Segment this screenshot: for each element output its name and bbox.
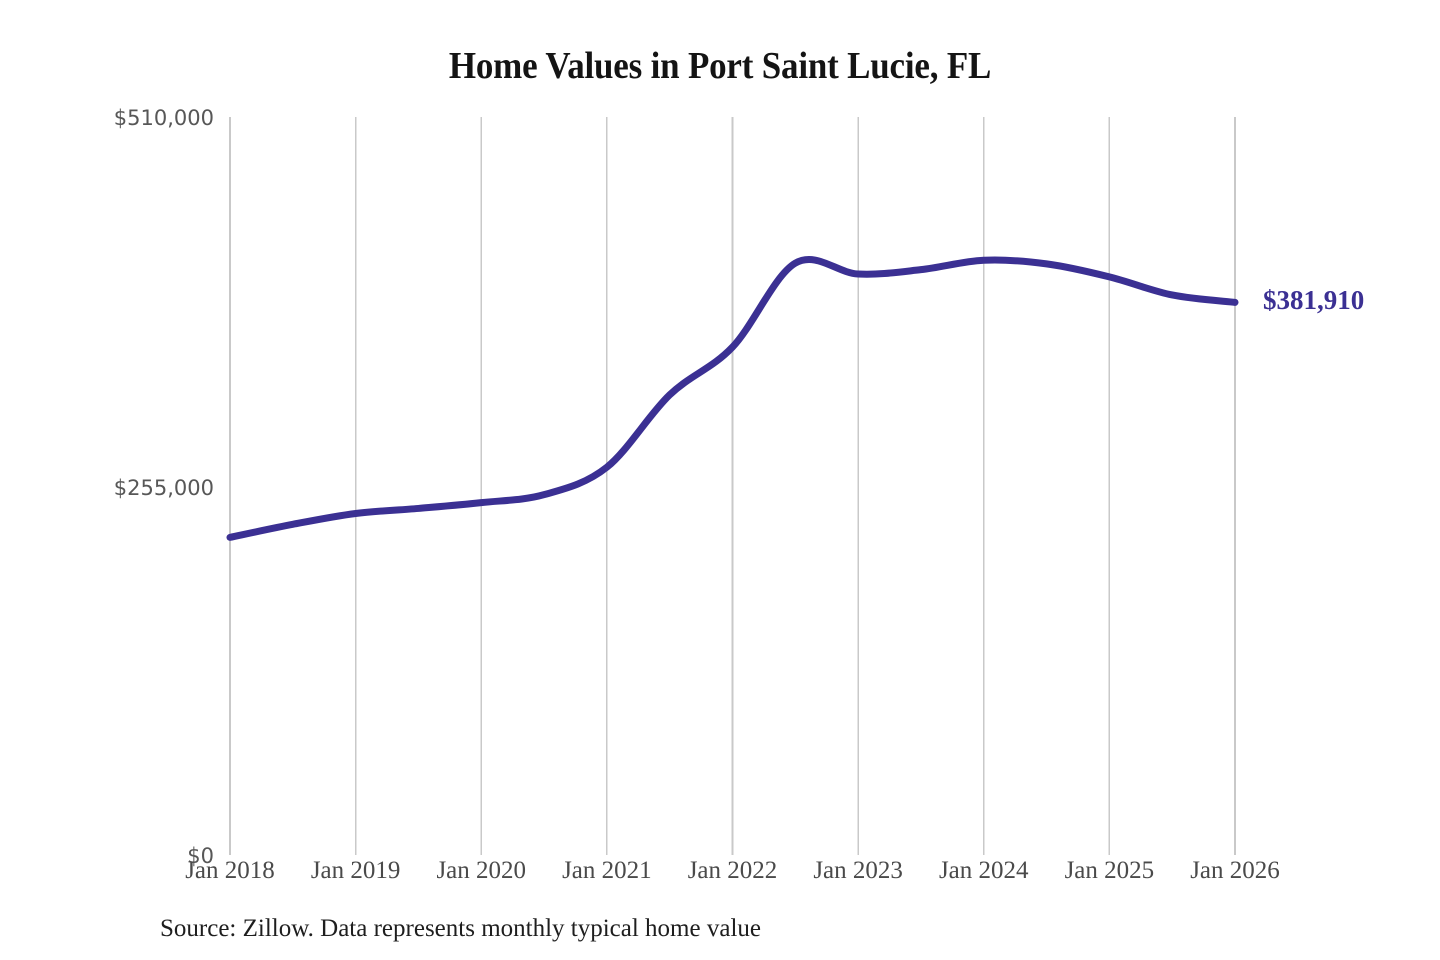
home-value-line-series: [226, 256, 1239, 541]
x-axis-tick-jan-2019: Jan 2019: [310, 857, 401, 884]
source-note: Source: Zillow. Data represents monthly …: [160, 915, 761, 942]
plot-canvas: [226, 117, 1239, 855]
x-axis-tick-jan-2020: Jan 2020: [436, 857, 527, 884]
y-axis-tick-label-zero: $0: [187, 844, 214, 868]
chart-title: Home Values in Port Saint Lucie, FL: [448, 45, 992, 87]
x-axis-tick-jan-2025: Jan 2025: [1064, 857, 1155, 884]
x-axis-tick-jan-2018: Jan 2018: [185, 857, 275, 884]
x-axis-tick-jan-2023: Jan 2023: [813, 857, 903, 884]
x-axis-tick-jan-2026: Jan 2026: [1190, 857, 1280, 884]
x-axis-tick-jan-2024: Jan 2024: [938, 857, 1029, 884]
y-axis-tick-label-top: $510,000: [113, 106, 214, 130]
x-axis-tick-jan-2021: Jan 2021: [562, 857, 652, 884]
vertical-gridlines: [229, 117, 1236, 855]
plot-area: [226, 117, 1239, 855]
end-value-annotation: $381,910: [1263, 285, 1365, 316]
x-axis-tick-jan-2022: Jan 2022: [687, 857, 778, 884]
y-axis-tick-label-mid: $255,000: [113, 476, 214, 500]
